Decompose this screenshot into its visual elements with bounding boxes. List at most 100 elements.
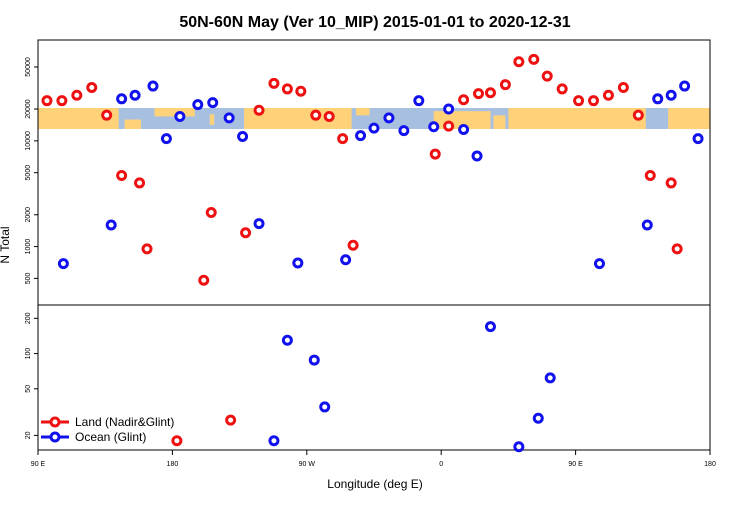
map-land-shapes: [38, 108, 710, 129]
top-land-point: [41, 95, 53, 107]
map-land-blob: [668, 108, 710, 129]
top-land-point: [116, 170, 128, 182]
top-land-point: [443, 120, 455, 132]
top-ocean-point: [292, 257, 304, 269]
top-ocean-point: [105, 219, 117, 231]
top-land-point: [556, 83, 568, 95]
top-ocean-point: [383, 112, 395, 124]
map-land-blob: [154, 108, 195, 117]
top-ocean-point: [679, 80, 691, 92]
top-land-point: [671, 243, 683, 255]
x-tick-label: 180: [704, 461, 716, 468]
top-ocean-point: [413, 95, 425, 107]
top-ocean-point: [207, 97, 219, 109]
bottom-y-axis: 20 50 100 200: [25, 312, 38, 439]
map-land-blob: [356, 108, 370, 116]
top-panel-points: [41, 53, 704, 286]
top-land-point: [473, 88, 485, 100]
top-land-point: [617, 81, 629, 93]
chart-title: 50N-60N May (Ver 10_MIP) 2015-01-01 to 2…: [179, 14, 570, 31]
bottom-y-tick-label: 50: [25, 385, 32, 393]
bottom-ocean-point: [484, 321, 496, 333]
x-axis-label: Longitude (deg E): [327, 477, 422, 491]
bottom-ocean-point: [268, 435, 280, 447]
top-land-point: [484, 87, 496, 99]
top-ocean-point: [692, 133, 704, 145]
map-land-blob: [493, 115, 506, 129]
top-ocean-point: [237, 130, 249, 142]
top-ocean-point: [398, 125, 410, 137]
top-y-axis: 500 1000 2000 5000 10000 20000 50000: [25, 57, 38, 284]
top-ocean-point: [641, 219, 653, 231]
top-ocean-point: [471, 150, 483, 162]
top-land-point: [337, 133, 349, 145]
top-ocean-point: [192, 99, 204, 111]
top-land-point: [499, 79, 511, 91]
top-y-tick-label: 500: [25, 272, 32, 284]
top-land-point: [281, 83, 293, 95]
top-y-tick-label: 1000: [25, 239, 32, 255]
top-land-point: [310, 109, 322, 121]
top-ocean-point: [116, 93, 128, 105]
top-land-point: [644, 170, 656, 182]
top-land-point: [295, 85, 307, 97]
bottom-y-tick-label: 100: [25, 348, 32, 360]
top-land-point: [665, 177, 677, 189]
top-land-point: [573, 95, 585, 107]
bottom-land-point: [225, 414, 237, 426]
top-land-point: [134, 177, 146, 189]
top-ocean-point: [340, 254, 352, 266]
top-land-point: [602, 89, 614, 101]
bottom-y-tick-label: 200: [25, 312, 32, 324]
x-tick-label: 90 E: [31, 461, 46, 468]
top-land-point: [86, 81, 98, 93]
top-ocean-point: [160, 133, 172, 145]
top-land-point: [141, 243, 153, 255]
map-land-blob: [508, 108, 646, 129]
top-land-point: [541, 70, 553, 82]
bottom-land-point: [171, 435, 183, 447]
legend-ocean-marker: [49, 431, 61, 443]
top-land-point: [513, 56, 525, 68]
top-land-point: [101, 109, 113, 121]
top-land-point: [429, 148, 441, 160]
top-ocean-point: [593, 258, 605, 270]
top-ocean-point: [458, 124, 470, 136]
top-ocean-point: [665, 89, 677, 101]
top-land-point: [240, 227, 252, 239]
x-tick-label: 0: [439, 461, 443, 468]
map-land-blob: [209, 114, 215, 125]
top-ocean-point: [57, 258, 69, 270]
top-y-tick-label: 2000: [25, 207, 32, 223]
top-ocean-point: [652, 93, 664, 105]
x-tick-label: 180: [167, 461, 179, 468]
bottom-y-tick-label: 20: [25, 431, 32, 439]
top-land-point: [205, 207, 217, 219]
top-land-point: [253, 104, 265, 116]
bottom-ocean-point: [513, 441, 525, 453]
top-land-point: [268, 77, 280, 89]
top-land-point: [458, 94, 470, 106]
top-land-point: [588, 95, 600, 107]
bottom-panel-points: [171, 321, 556, 453]
legend-ocean-label: Ocean (Glint): [75, 430, 146, 444]
top-land-point: [528, 53, 540, 65]
top-land-point: [323, 111, 335, 123]
top-ocean-point: [428, 121, 440, 133]
top-y-tick-label: 5000: [25, 165, 32, 181]
bottom-ocean-point: [281, 334, 293, 346]
bottom-panel-frame: [37, 304, 711, 451]
top-y-tick-label: 10000: [25, 131, 32, 151]
bottom-ocean-point: [532, 412, 544, 424]
top-land-point: [632, 109, 644, 121]
top-land-point: [347, 239, 359, 251]
top-ocean-point: [368, 122, 380, 134]
top-ocean-point: [129, 89, 141, 101]
top-ocean-point: [355, 130, 367, 142]
y-axis-label: N Total: [0, 226, 12, 263]
x-tick-label: 90 W: [299, 461, 316, 468]
x-axis: 90 E 180 90 W 0 90 E 180: [31, 450, 716, 468]
map-land-blob: [244, 108, 352, 129]
